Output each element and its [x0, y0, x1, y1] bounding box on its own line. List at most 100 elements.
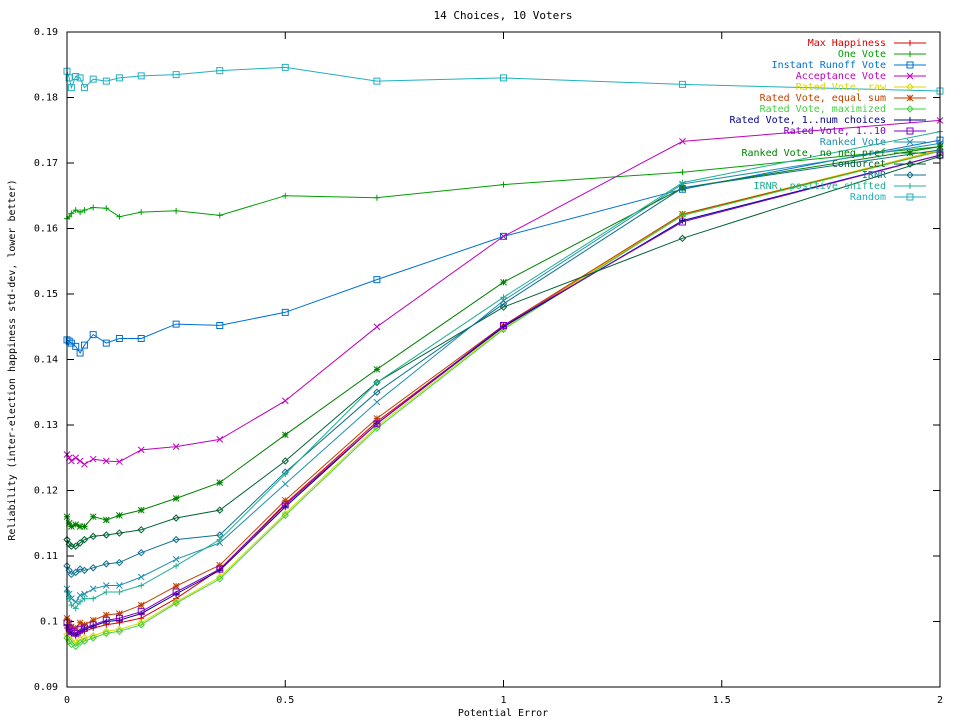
legend-marker: [906, 105, 914, 113]
data-point: [137, 608, 145, 616]
data-point: [81, 460, 88, 468]
data-point: [72, 642, 80, 651]
data-point: [116, 610, 123, 617]
data-point: [72, 605, 79, 612]
data-point: [115, 627, 124, 636]
data-point: [102, 616, 110, 624]
data-point: [172, 514, 180, 522]
data-point: [65, 337, 73, 345]
y-tick-label: 0.16: [34, 224, 58, 235]
x-tick-label: 1.5: [713, 695, 731, 706]
data-point: [679, 210, 686, 218]
data-point: [89, 632, 97, 640]
data-point: [281, 511, 289, 520]
data-point: [63, 336, 71, 344]
data-point: [67, 640, 76, 649]
data-point: [90, 204, 97, 211]
data-point: [678, 184, 687, 192]
data-point: [72, 542, 80, 550]
data-point: [63, 619, 71, 627]
series: [63, 143, 944, 530]
data-point: [67, 627, 75, 635]
x-axis-label: Potential Error: [458, 708, 548, 719]
data-point: [72, 454, 80, 462]
legend-marker: [906, 160, 914, 168]
data-point: [76, 457, 84, 465]
data-point: [172, 495, 180, 502]
data-point: [172, 599, 180, 607]
data-point: [68, 623, 75, 631]
y-tick-label: 0.14: [34, 355, 58, 366]
data-point: [216, 321, 224, 329]
series-line: [66, 150, 941, 647]
x-tick-label: 0: [64, 695, 70, 706]
series: [63, 63, 944, 95]
data-point: [68, 210, 75, 217]
data-point: [499, 303, 508, 311]
data-point: [72, 342, 80, 350]
data-point: [281, 63, 289, 71]
data-point: [89, 616, 97, 624]
data-point: [68, 602, 75, 609]
legend-label: Ranked Vote, no neg pref: [742, 148, 887, 159]
data-point: [116, 589, 123, 596]
y-tick-label: 0.17: [34, 158, 58, 169]
plot-frame: [66, 31, 941, 688]
data-point: [65, 519, 73, 527]
data-point: [373, 420, 381, 428]
data-point: [679, 179, 686, 186]
data-point: [102, 531, 110, 539]
data-point: [90, 595, 97, 602]
x-tick-label: 2: [937, 695, 943, 706]
data-point: [89, 532, 97, 541]
data-point: [102, 516, 110, 524]
series-line: [66, 149, 941, 644]
data-point: [173, 562, 180, 569]
data-point: [102, 611, 110, 619]
legend-label: Rated Vote, raw: [796, 82, 887, 93]
data-point: [89, 75, 97, 83]
series-line: [66, 119, 941, 465]
data-point: [72, 624, 80, 632]
data-point: [81, 523, 88, 530]
data-point: [72, 598, 80, 606]
data-point: [936, 87, 944, 95]
data-point: [373, 194, 380, 201]
data-point: [137, 526, 145, 534]
data-point: [116, 458, 123, 466]
legend-label: Random: [850, 192, 886, 203]
data-point: [281, 496, 289, 504]
legend-label: Max Happiness: [808, 38, 886, 49]
series: [63, 146, 944, 579]
data-point: [216, 436, 224, 443]
legend-label: One Vote: [838, 49, 886, 60]
series-line: [66, 154, 941, 634]
data-point: [500, 233, 507, 240]
data-point: [102, 560, 110, 568]
legend-marker: [906, 193, 914, 201]
data-point: [137, 621, 145, 629]
data-point: [77, 209, 84, 216]
series: [64, 146, 943, 639]
data-point: [77, 598, 84, 605]
data-point: [89, 585, 97, 593]
y-tick-label: 0.18: [34, 93, 58, 104]
data-point: [72, 521, 80, 528]
data-point: [80, 566, 89, 575]
legend-marker: [906, 138, 914, 146]
x-tick-label: 1: [500, 695, 506, 706]
data-point: [115, 335, 123, 343]
x-tick-label: 0.5: [276, 695, 294, 706]
data-point: [216, 561, 224, 569]
y-axis-label: Reliability (inter-election happiness st…: [7, 179, 18, 540]
data-point: [80, 535, 89, 544]
data-point: [81, 590, 88, 598]
legend-marker: [906, 72, 914, 80]
data-point: [172, 555, 180, 563]
data-point: [281, 501, 289, 509]
data-point: [72, 207, 79, 214]
data-point: [137, 72, 145, 80]
data-point: [679, 138, 686, 145]
